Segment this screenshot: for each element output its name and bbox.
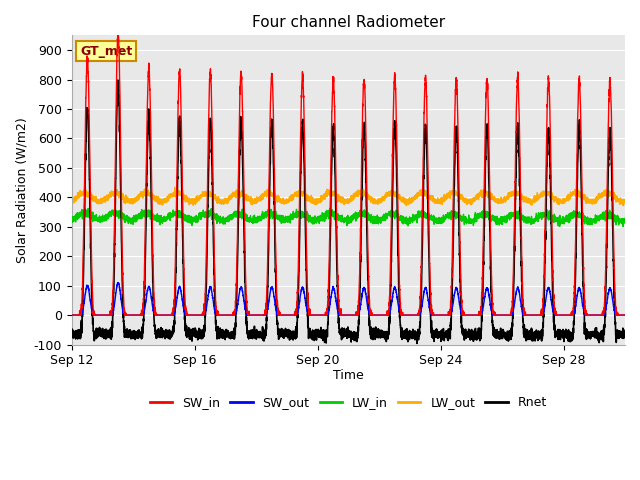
Legend: SW_in, SW_out, LW_in, LW_out, Rnet: SW_in, SW_out, LW_in, LW_out, Rnet	[145, 391, 552, 414]
Y-axis label: Solar Radiation (W/m2): Solar Radiation (W/m2)	[15, 117, 28, 263]
Text: GT_met: GT_met	[80, 45, 132, 58]
X-axis label: Time: Time	[333, 369, 364, 382]
Title: Four channel Radiometer: Four channel Radiometer	[252, 15, 445, 30]
